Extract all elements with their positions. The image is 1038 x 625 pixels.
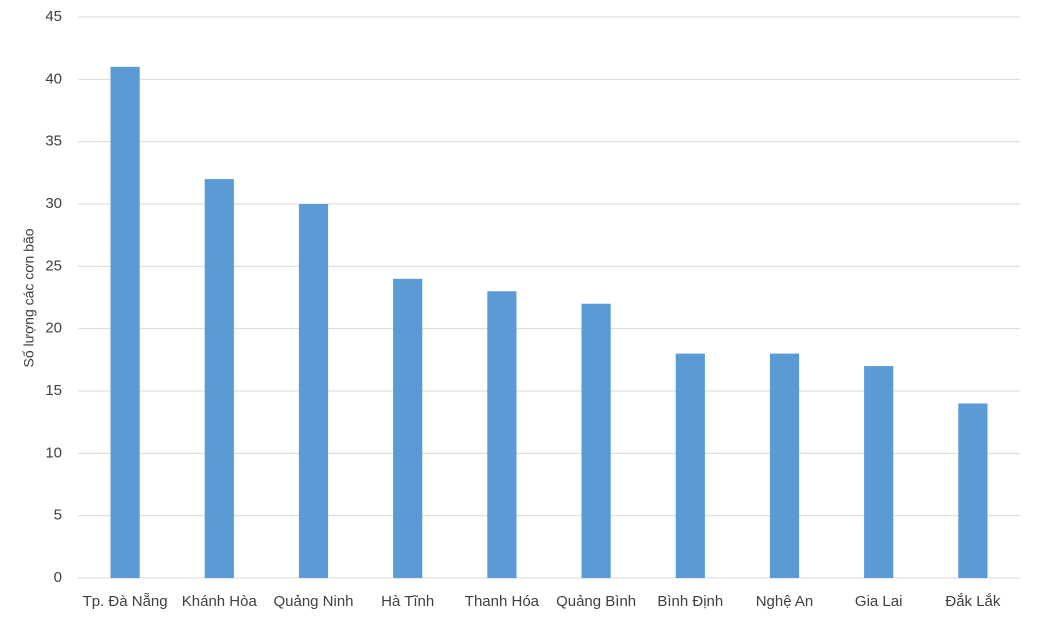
bar [581,303,611,578]
x-tick-label: Thanh Hóa [465,593,540,610]
bar [958,403,988,578]
bar [769,353,800,578]
bar [110,66,140,578]
y-tick-label: 30 [45,195,62,212]
y-tick-label: 10 [45,444,62,461]
y-tick-label: 40 [45,70,62,87]
x-tick-label: Quảng Bình [556,593,636,610]
y-tick-label: 20 [45,320,62,337]
x-tick-label: Nghệ An [756,593,814,610]
bar [675,353,705,578]
x-tick-label: Quảng Ninh [273,593,353,610]
y-tick-label: 25 [45,257,62,274]
x-tick-label: Gia Lai [855,593,903,610]
y-axis-title: Số lượng các cơn bão [21,228,37,367]
y-tick-label: 35 [45,133,62,150]
x-tick-label: Hà Tĩnh [381,593,434,610]
x-tick-label: Khánh Hòa [182,593,258,610]
x-tick-label: Đắk Lắk [945,593,1001,610]
x-tick-label: Tp. Đà Nẵng [83,593,168,610]
bar [864,366,894,578]
bar [393,278,423,578]
bar [298,204,329,578]
bar [204,179,234,579]
y-tick-label: 5 [54,507,62,524]
bar [487,291,517,578]
y-tick-label: 15 [45,382,62,399]
y-tick-label: 0 [54,569,62,586]
y-tick-label: 45 [45,8,62,25]
x-tick-label: Bình Định [657,593,723,610]
